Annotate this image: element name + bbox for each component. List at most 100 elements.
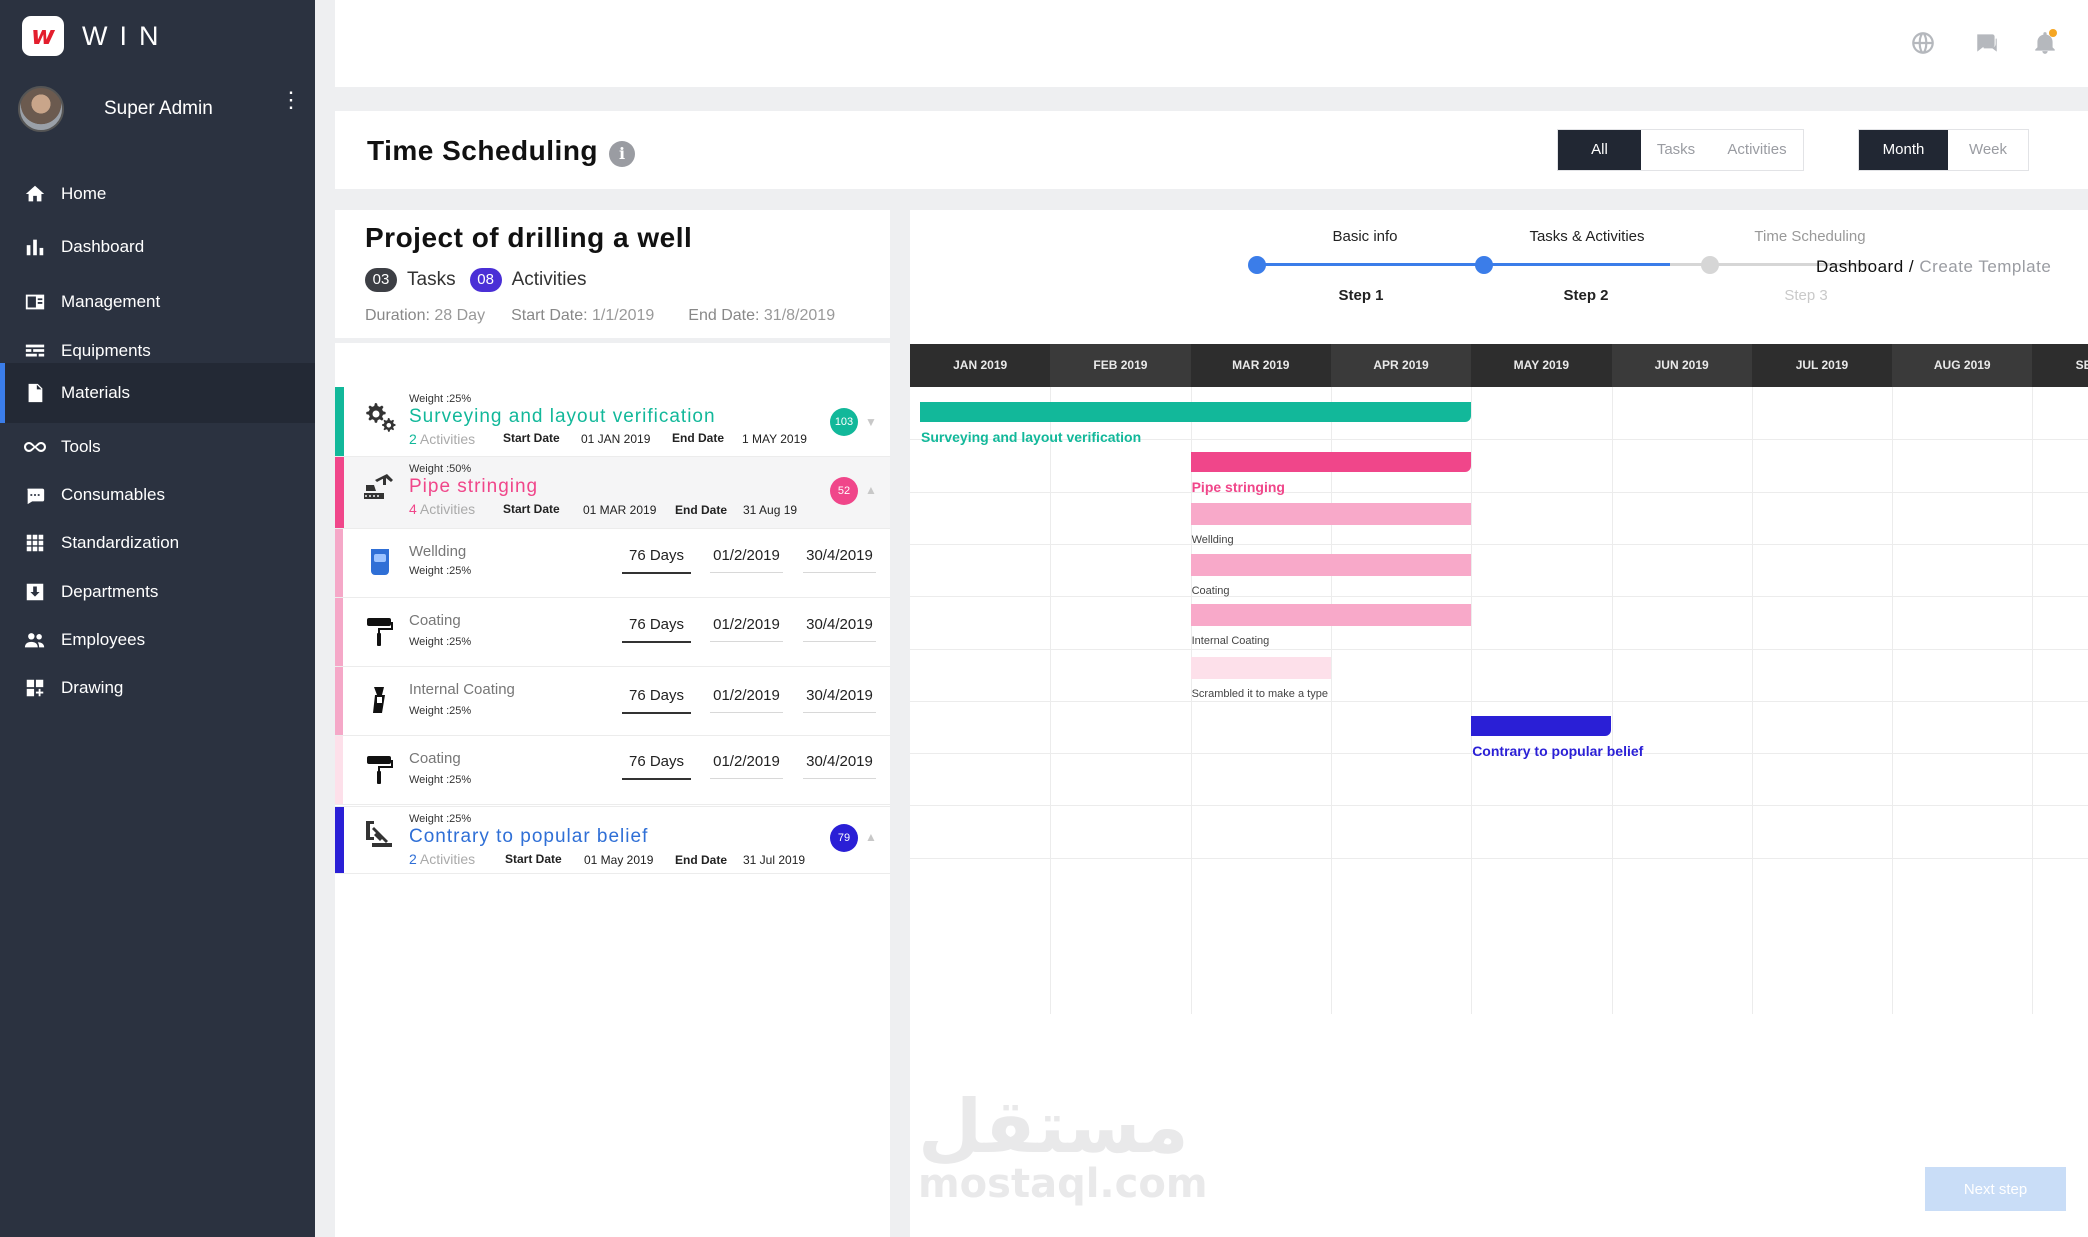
sidebar-item-management[interactable]: Management xyxy=(0,272,315,332)
sidebar-item-label: Dashboard xyxy=(61,237,145,256)
breadcrumb-current: Create Template xyxy=(1919,257,2052,276)
activities-word: Activities xyxy=(419,431,476,447)
activity-end-date[interactable]: 30/4/2019 xyxy=(803,547,876,573)
grid-line xyxy=(910,596,2088,598)
end-date-value: 31/8/2019 xyxy=(763,307,836,324)
activity-end-date[interactable]: 30/4/2019 xyxy=(803,687,876,713)
sidebar-item-consumables[interactable]: Consumables xyxy=(0,465,315,525)
view-week-button[interactable]: Week xyxy=(1968,141,2008,158)
activity-end-date[interactable]: 30/4/2019 xyxy=(803,753,876,779)
breadcrumb-root[interactable]: Dashboard xyxy=(1816,257,1904,276)
gantt-bar[interactable] xyxy=(1190,452,1472,472)
chevron-up-icon[interactable]: ▲ xyxy=(865,830,877,844)
sidebar-item-tools[interactable]: Tools xyxy=(0,417,315,477)
grid-icon xyxy=(23,532,47,554)
gantt-bar[interactable] xyxy=(1190,657,1331,679)
sidebar-item-label: Management xyxy=(61,292,161,311)
filter-activities-button[interactable]: Activities xyxy=(1727,141,1787,158)
info-icon[interactable]: i xyxy=(609,141,635,167)
watermark-latin: mostaql.com xyxy=(918,1161,1208,1207)
chat-icon[interactable] xyxy=(1974,30,2000,56)
gantt-bar[interactable] xyxy=(1190,554,1472,576)
task-badge: 52 xyxy=(830,477,858,505)
tasks-label: Tasks xyxy=(407,269,456,290)
view-month-button[interactable]: Month xyxy=(1859,130,1948,170)
activity-row[interactable]: Wellding Weight :25% 76 Days 01/2/2019 3… xyxy=(335,529,890,598)
gantt-bar-label: Surveying and layout verification xyxy=(921,429,1142,445)
task-row[interactable]: Weight :25% Contrary to popular belief 2… xyxy=(335,806,890,874)
activity-color-bar xyxy=(335,529,343,597)
task-row[interactable]: Weight :25% Surveying and layout verific… xyxy=(335,387,890,457)
sidebar-item-departments[interactable]: Departments xyxy=(0,562,315,622)
management-icon xyxy=(23,291,47,313)
task-activities-count: 4 Activities xyxy=(409,501,475,517)
kebab-menu-icon[interactable]: ⋮ xyxy=(280,87,302,112)
home-icon xyxy=(23,183,47,205)
view-toggle: Month Week xyxy=(1858,129,2029,171)
duration-label: Duration: xyxy=(365,307,430,324)
chevron-up-icon[interactable]: ▲ xyxy=(865,483,877,497)
user-profile: Super Admin ⋮ xyxy=(18,86,302,132)
task-color-bar xyxy=(335,807,344,873)
bell-icon[interactable] xyxy=(2032,29,2058,56)
bar-chart-icon xyxy=(23,236,47,258)
end-date-label: End Date: xyxy=(688,307,760,324)
chevron-down-icon[interactable]: ▼ xyxy=(865,415,877,429)
activities-word: Activities xyxy=(419,851,476,867)
page-title: Time Scheduling xyxy=(367,135,599,166)
sidebar-item-dashboard[interactable]: Dashboard xyxy=(0,217,315,277)
activity-duration[interactable]: 76 Days xyxy=(622,687,691,714)
activities-label: Activities xyxy=(511,269,587,290)
gantt-bar[interactable] xyxy=(1190,604,1472,626)
activity-row[interactable]: Internal Coating Weight :25% 76 Days 01/… xyxy=(335,667,890,736)
activity-start-date[interactable]: 01/2/2019 xyxy=(710,753,783,779)
avatar[interactable] xyxy=(18,86,64,132)
activity-row[interactable]: Coating Weight :25% 76 Days 01/2/2019 30… xyxy=(335,736,890,805)
month-header-cell: APR 2019 xyxy=(1330,344,1472,387)
step-1-label: Step 1 xyxy=(1338,287,1384,304)
infinity-icon xyxy=(23,436,47,458)
activity-duration[interactable]: 76 Days xyxy=(622,616,691,643)
sidebar-item-label: Employees xyxy=(61,630,146,649)
task-name[interactable]: Surveying and layout verification xyxy=(409,406,716,427)
gantt-bar[interactable] xyxy=(920,402,1472,422)
activity-end-date[interactable]: 30/4/2019 xyxy=(803,616,876,642)
filter-all-button[interactable]: All xyxy=(1558,130,1641,170)
activity-start-date[interactable]: 01/2/2019 xyxy=(710,687,783,713)
task-row[interactable]: Weight :50% Pipe stringing 4 Activities … xyxy=(335,457,890,529)
activity-duration[interactable]: 76 Days xyxy=(622,753,691,780)
activity-color-bar xyxy=(335,598,343,666)
gantt-panel: Basic info Step 1 Tasks & Activities Ste… xyxy=(910,210,2088,1237)
grid-line xyxy=(1751,387,1753,1014)
activity-name: Wellding xyxy=(409,543,467,560)
grid-line xyxy=(910,857,2088,859)
filter-toggle: All Tasks Activities xyxy=(1557,129,1804,171)
activity-start-date[interactable]: 01/2/2019 xyxy=(710,616,783,642)
logo[interactable]: w WIN xyxy=(22,16,170,56)
next-step-button[interactable]: Next step xyxy=(1925,1167,2066,1211)
sidebar-item-drawing[interactable]: Drawing xyxy=(0,658,315,718)
step-3-dot[interactable] xyxy=(1701,256,1719,274)
start-date-label: Start Date xyxy=(503,502,560,516)
sidebar-item-materials[interactable]: Materials xyxy=(0,363,315,423)
sidebar-item-label: Standardization xyxy=(61,533,180,552)
task-name[interactable]: Pipe stringing xyxy=(409,476,539,497)
step-1-dot[interactable] xyxy=(1248,256,1266,274)
filter-tasks-button[interactable]: Tasks xyxy=(1656,141,1696,158)
task-name[interactable]: Contrary to popular belief xyxy=(409,826,649,847)
globe-icon[interactable] xyxy=(1910,30,1936,56)
step-2-dot[interactable] xyxy=(1475,256,1493,274)
grid-line xyxy=(910,491,2088,493)
activity-weight: Weight :25% xyxy=(409,636,472,648)
activity-duration[interactable]: 76 Days xyxy=(622,547,691,574)
gantt-bar[interactable] xyxy=(1190,503,1472,525)
sidebar-item-equipments[interactable]: Equipments xyxy=(0,321,315,381)
activity-row[interactable]: Coating Weight :25% 76 Days 01/2/2019 30… xyxy=(335,598,890,667)
notification-dot xyxy=(2049,29,2057,37)
sidebar-item-employees[interactable]: Employees xyxy=(0,610,315,670)
activity-start-date[interactable]: 01/2/2019 xyxy=(710,547,783,573)
month-header-cell: MAR 2019 xyxy=(1232,358,1290,372)
gantt-bar[interactable] xyxy=(1471,716,1612,736)
sidebar-item-standardization[interactable]: Standardization xyxy=(0,513,315,573)
sidebar-item-home[interactable]: Home xyxy=(0,164,315,224)
